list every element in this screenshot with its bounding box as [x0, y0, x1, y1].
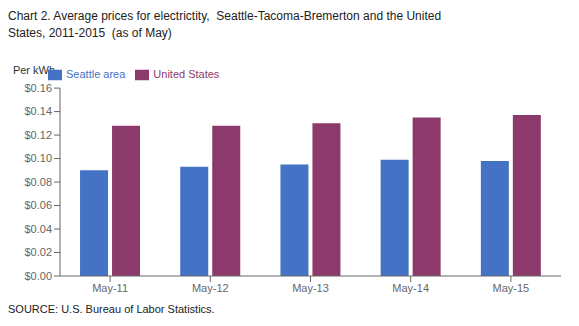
svg-text:$0.12: $0.12 [24, 129, 52, 141]
svg-text:May-13: May-13 [292, 282, 329, 294]
html-text:Seattle area: Seattle area [66, 68, 126, 80]
svg-text:May-11: May-11 [92, 282, 128, 294]
svg-text:$0.04: $0.04 [24, 223, 52, 235]
html-text:SOURCE: U.S. Bureau of Labor S: SOURCE: U.S. Bureau of Labor Statistics. [8, 303, 215, 315]
svg-text:$0.00: $0.00 [24, 270, 52, 282]
svg-text:$0.06: $0.06 [24, 199, 52, 211]
html-text:United States: United States [153, 68, 220, 80]
svg-text:May-15: May-15 [493, 282, 530, 294]
svg-text:$0.10: $0.10 [24, 152, 52, 164]
svg-text:$0.08: $0.08 [24, 176, 52, 188]
svg-text:$0.02: $0.02 [24, 246, 52, 258]
svg-text:$0.14: $0.14 [24, 105, 52, 117]
svg-text:May-14: May-14 [392, 282, 429, 294]
html-text:Chart 2. Average prices for el: Chart 2. Average prices for electrictity… [8, 9, 442, 40]
svg-text:May-12: May-12 [192, 282, 229, 294]
svg-text:$0.16: $0.16 [24, 82, 52, 94]
svg-text:Per kWh: Per kWh [13, 64, 55, 76]
